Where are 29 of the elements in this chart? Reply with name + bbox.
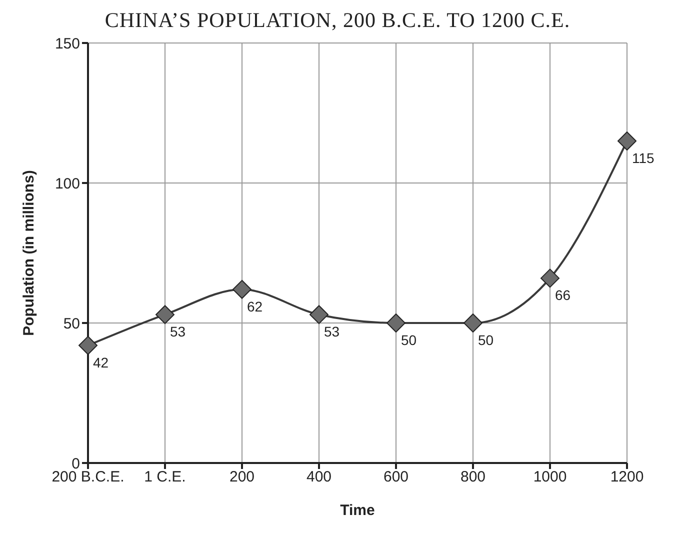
- data-label: 50: [401, 332, 417, 348]
- y-tick-label: 50: [63, 315, 80, 332]
- x-tick-label: 600: [383, 468, 409, 486]
- point: [156, 305, 174, 324]
- point: [464, 314, 482, 332]
- data-label: 53: [170, 324, 186, 340]
- data-label: 66: [555, 287, 571, 304]
- x-tick-label: 1200: [610, 468, 644, 486]
- data-label: 62: [247, 298, 263, 314]
- point: [386, 314, 406, 332]
- point: [310, 305, 328, 324]
- x-tick-label: 1 C.E.: [144, 468, 186, 486]
- point: [232, 280, 252, 299]
- point: [618, 132, 636, 150]
- data-label: 53: [324, 324, 340, 340]
- x-tick-label: 200: [229, 468, 255, 486]
- data-label: 42: [93, 354, 109, 370]
- x-tick-label: 800: [460, 468, 486, 486]
- data-label: 50: [478, 332, 494, 348]
- x-axis-title: Time: [340, 502, 375, 519]
- data-label: 115: [632, 150, 655, 166]
- chart-title: CHINA’S POPULATION, 200 B.C.E. TO 1200 C.E.: [104, 8, 572, 33]
- y-tick-label: 100: [54, 175, 80, 192]
- point: [78, 336, 98, 355]
- y-axis-title: Population (in millions): [20, 170, 38, 336]
- x-tick-label: 1000: [533, 468, 567, 486]
- point: [540, 268, 560, 288]
- y-tick-label: 150: [54, 35, 80, 52]
- x-tick-label: 400: [306, 468, 332, 486]
